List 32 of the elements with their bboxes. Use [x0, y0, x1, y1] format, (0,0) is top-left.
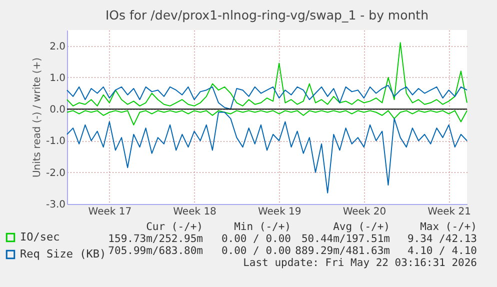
text: 0.00 / 0.00 — [221, 245, 291, 257]
text: 50.44m/197.51m — [301, 233, 390, 245]
text: Cur (-/+) — [146, 221, 203, 233]
y-tick-label: 1.0 — [50, 72, 66, 84]
chart-title: IOs for /dev/prox1-nlnog-ring-vg/swap_1 - by month — [105, 8, 429, 22]
x-tick-label: Week 18 — [173, 206, 216, 218]
legend-label: Req Size (KB) — [20, 248, 106, 260]
y-tick-label: -3.0 — [46, 200, 66, 210]
line-series — [66, 84, 468, 110]
text: 159.73m/252.95m — [108, 233, 203, 245]
text: Max (-/+) — [420, 221, 477, 233]
x-tick-label: Week 20 — [342, 206, 386, 218]
text: Avg (-/+) — [333, 221, 390, 233]
x-tick-label: Week 19 — [258, 206, 302, 218]
text: 705.99m/683.80m — [108, 245, 203, 257]
text: 889.29m/481.63m — [295, 245, 390, 257]
y-tick-label: 0.0 — [50, 104, 66, 116]
line-series — [66, 42, 468, 106]
line-series — [66, 110, 468, 126]
text: 9.34 /42.13 — [407, 233, 477, 245]
line-series — [66, 112, 468, 194]
y-tick-label: -1.0 — [46, 136, 66, 148]
y-tick-label: -2.0 — [46, 168, 66, 179]
text: 0.00 / 0.00 — [221, 233, 291, 245]
text: Min (-/+) — [234, 221, 291, 233]
y-tick-label: 2.0 — [50, 41, 66, 52]
x-tick-label: Week 17 — [88, 206, 132, 218]
y-axis-title: Units read (-) / write (+) — [32, 57, 43, 178]
legend-label: IO/sec — [20, 230, 60, 244]
text: Last update: Fri May 22 03:16:31 2026 — [243, 257, 477, 269]
text: 4.10 / 4.10 — [407, 245, 477, 257]
x-tick-label: Week 21 — [428, 206, 471, 218]
